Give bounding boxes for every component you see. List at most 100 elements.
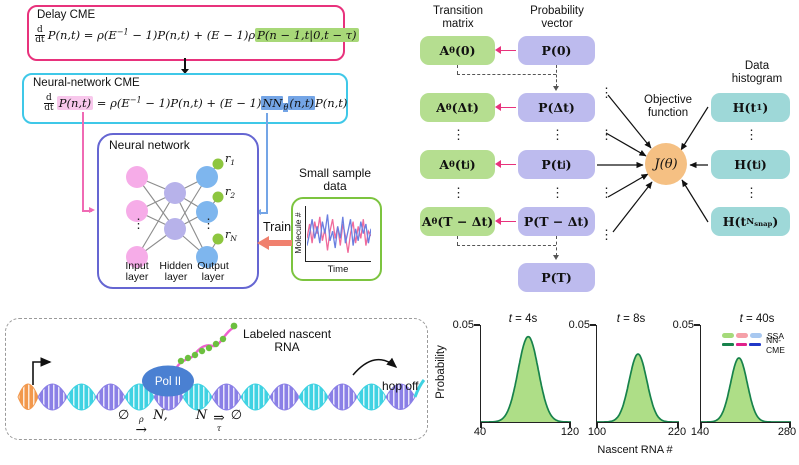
promoter-arrow xyxy=(32,357,52,385)
xtick-2-right: 280 xyxy=(777,426,797,438)
xtick-1-left: 100 xyxy=(587,426,607,438)
hop-off-label: hop off xyxy=(382,379,419,393)
mid-column-dots: ⋮ xyxy=(600,127,613,142)
ssa-swatch-blue xyxy=(750,333,762,338)
ssa-legend-label: SSA xyxy=(767,330,785,341)
p-column-dots: ⋮ xyxy=(551,127,564,142)
rate-label-2: r2 xyxy=(225,185,236,201)
neural-network-graph xyxy=(126,158,224,268)
dna-transcription-graphic: Pol II xyxy=(17,322,426,411)
output-dots: ⋮ xyxy=(202,216,215,231)
dashed-connector xyxy=(556,65,557,87)
dashed-connector xyxy=(457,74,556,75)
distribution-panel-2 xyxy=(694,324,791,428)
ssa-swatch-green xyxy=(722,333,734,338)
mid-column-dots: ⋮ xyxy=(600,227,613,242)
input-layer-nodes xyxy=(126,166,148,268)
hop-off-arrow xyxy=(352,357,398,376)
blue-connector-vertical xyxy=(266,113,268,213)
panel-title-2: t = 40s xyxy=(739,313,775,325)
xtick-2-left: 140 xyxy=(690,426,710,438)
h-column-dots: ⋮ xyxy=(745,127,758,142)
probability-vector-box-final: P(T) xyxy=(518,263,595,292)
pol-ii-ellipse xyxy=(142,365,194,397)
ytick-label-0: 0.05 xyxy=(452,319,474,331)
dashed-connector xyxy=(556,236,557,256)
mid-column-dots: ⋮ xyxy=(600,85,613,100)
data-histogram-box-1: H(t j) xyxy=(711,150,790,179)
a-column-dots: ⋮ xyxy=(452,127,465,142)
p-to-a-arrow-3 xyxy=(495,217,516,225)
probability-vector-box-1: P(Δt) xyxy=(518,93,595,122)
rate-label-1: r1 xyxy=(225,152,236,168)
small-sample-axes xyxy=(305,206,371,262)
small-sample-xlabel: Time xyxy=(327,264,349,275)
nascent-rna-panel xyxy=(5,318,428,440)
dashed-arrowhead xyxy=(553,255,559,263)
input-dots: ⋮ xyxy=(132,216,145,231)
dashed-connector xyxy=(457,236,458,245)
output-layer-nodes xyxy=(196,166,218,268)
a-column-dots: ⋮ xyxy=(452,185,465,200)
nascent-rna-xlabel: Nascent RNA # xyxy=(597,444,673,456)
train-arrow xyxy=(257,236,292,250)
hidden-layer-nodes xyxy=(164,182,186,240)
pol-ii-label: Pol II xyxy=(155,376,181,388)
p-to-a-arrow-2 xyxy=(495,160,516,168)
nncme-line-blue xyxy=(749,343,761,346)
neural-network-title: Neural network xyxy=(109,138,190,152)
h-column-dots: ⋮ xyxy=(745,185,758,200)
ytick-label-2: 0.05 xyxy=(672,319,694,331)
labeled-nascent-rna-label: Labeled nascent RNA xyxy=(242,327,332,355)
dashed-connector xyxy=(457,65,458,74)
mid-column-dots: ⋮ xyxy=(600,185,613,200)
xtick-0-right: 120 xyxy=(560,426,580,438)
nncme-line-green xyxy=(722,343,734,346)
blue-connector-arrow xyxy=(255,209,268,215)
reaction-scheme: ∅ ρ → N, N ⇒ τ ∅ xyxy=(118,408,243,439)
objective-function-label: Objective function xyxy=(644,94,692,120)
probability-vector-box-0: P(0) xyxy=(518,36,595,65)
dashed-arrowhead xyxy=(553,86,559,94)
train-label: Train xyxy=(263,220,292,234)
probability-vector-box-3: P(T − Δt) xyxy=(518,207,595,236)
data-histogram-box-0: H(t 1) xyxy=(711,93,790,122)
nn-cme-equation: d dt P(n,t) = ρ(E−1 − 1)P(n,t) + (E − 1)NN… xyxy=(44,93,348,114)
data-histogram-header: Data histogram xyxy=(731,60,783,86)
xtick-0-left: 40 xyxy=(473,426,487,438)
nncme-line-magenta xyxy=(735,343,748,346)
plot-legend: SSA NN-CME xyxy=(722,330,799,355)
pink-connector-arrow xyxy=(82,207,95,213)
p-column-dots: ⋮ xyxy=(551,185,564,200)
distribution-panel-1 xyxy=(590,324,679,428)
p-to-a-arrow-0 xyxy=(495,46,516,54)
objective-function-circle: J(θ) xyxy=(645,143,687,185)
probability-ylabel: Probability xyxy=(435,345,447,399)
panel-title-1: t = 8s xyxy=(616,313,646,325)
transition-matrix-header: Transition matrix xyxy=(432,5,484,31)
nncme-legend-label: NN-CME xyxy=(765,334,785,355)
delay-cme-equation: d dt P(n,t) = ρ(E−1 − 1)P(n,t) + (E − 1)ρ P… xyxy=(35,25,359,46)
ytick-label-1: 0.05 xyxy=(568,319,590,331)
p-to-a-arrow-1 xyxy=(495,103,516,111)
ssa-swatch-pink xyxy=(736,333,748,338)
pink-connector-vertical xyxy=(82,112,84,211)
small-sample-ylabel: Molecule # xyxy=(293,212,303,254)
output-layer-label: Output layer xyxy=(197,260,229,284)
arrow-delay-to-nncme xyxy=(181,58,189,74)
hidden-layer-label: Hidden layer xyxy=(159,260,193,284)
xtick-1-right: 220 xyxy=(667,426,687,438)
rate-output-nodes xyxy=(212,158,224,245)
rate-label-n: rN xyxy=(225,228,237,244)
rna-labels-beads xyxy=(177,322,238,365)
nn-cme-title: Neural-network CME xyxy=(33,77,140,89)
delay-cme-title: Delay CME xyxy=(37,9,96,21)
small-sample-traces xyxy=(307,214,371,253)
distribution-panel-0 xyxy=(474,324,571,428)
